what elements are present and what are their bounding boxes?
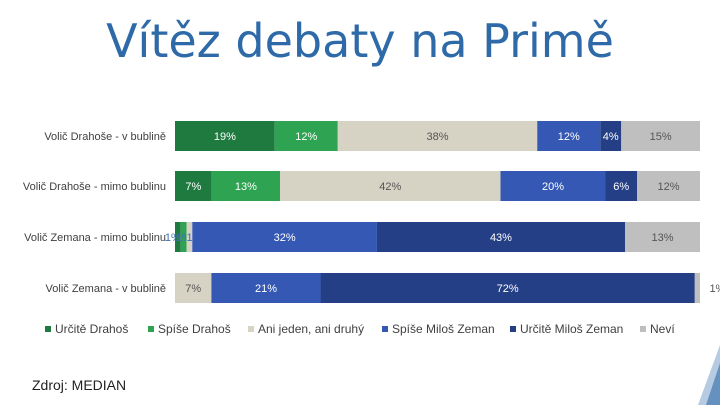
bar-segment bbox=[320, 273, 695, 303]
data-label: 15% bbox=[650, 131, 672, 143]
legend-label: Určitě Drahoš bbox=[55, 322, 129, 336]
row-label: Volič Zemana - v bublině bbox=[46, 283, 166, 295]
bar-segment bbox=[180, 222, 187, 252]
bar-segment bbox=[621, 121, 700, 151]
bar-segment bbox=[280, 171, 501, 201]
bar-segment bbox=[625, 222, 700, 252]
bar-segment bbox=[186, 222, 193, 252]
data-label: 1% bbox=[709, 283, 720, 295]
legend-label: Určitě Miloš Zeman bbox=[520, 322, 624, 336]
legend-swatch bbox=[248, 326, 254, 332]
legend-item: Neví bbox=[640, 322, 675, 336]
legend-item: Spíše Drahoš bbox=[148, 322, 231, 336]
data-label: 4% bbox=[603, 131, 619, 143]
bar-segment bbox=[175, 222, 181, 252]
bar-segment bbox=[376, 222, 625, 252]
data-label: 32% bbox=[274, 232, 296, 244]
data-label: 19% bbox=[214, 131, 236, 143]
data-label: 7% bbox=[185, 181, 201, 193]
bar-segment bbox=[537, 121, 601, 151]
bar-segment bbox=[211, 171, 280, 201]
bar-segment bbox=[175, 273, 212, 303]
data-label: 21% bbox=[255, 283, 277, 295]
page-title: Vítěz debaty na Primě bbox=[106, 14, 614, 68]
bar-segment bbox=[337, 121, 538, 151]
bar-segment bbox=[637, 171, 700, 201]
data-label: 13% bbox=[651, 232, 673, 244]
legend-label: Neví bbox=[650, 322, 675, 336]
legend-swatch bbox=[510, 326, 516, 332]
stacked-bar-chart: Volič Drahoše - v bublině 19% 12% 38% 12% 4% 1… bbox=[23, 121, 720, 303]
legend-label: Spíše Miloš Zeman bbox=[392, 322, 495, 336]
legend-swatch bbox=[45, 326, 51, 332]
legend-item: Spíše Miloš Zeman bbox=[382, 322, 495, 336]
legend-item: Určitě Miloš Zeman bbox=[510, 322, 623, 336]
data-label: 1% bbox=[165, 232, 181, 244]
row-label: Volič Zemana - mimo bublinu bbox=[24, 232, 166, 244]
legend-item: Určitě Drahoš bbox=[45, 322, 128, 336]
data-label: 12% bbox=[558, 131, 580, 143]
legend-swatch bbox=[640, 326, 646, 332]
legend-swatch bbox=[148, 326, 154, 332]
data-label: 20% bbox=[542, 181, 564, 193]
bar-segment bbox=[600, 121, 622, 151]
data-label: 12% bbox=[295, 131, 317, 143]
data-label: 38% bbox=[426, 131, 448, 143]
row-label: Volič Drahoše - mimo bublinu bbox=[23, 181, 166, 193]
bar-segment bbox=[211, 273, 321, 303]
row-label: Volič Drahoše - v bublině bbox=[44, 131, 166, 143]
bar-segment bbox=[175, 121, 275, 151]
data-label: 6% bbox=[613, 181, 629, 193]
bar-segment bbox=[274, 121, 338, 151]
data-label: 13% bbox=[235, 181, 257, 193]
bar-segment bbox=[694, 273, 700, 303]
source-note: Zdroj: MEDIAN bbox=[32, 377, 127, 393]
data-label: 43% bbox=[490, 232, 512, 244]
chart-legend: Určitě Drahoš Spíše Drahoš Ani jeden, ani … bbox=[0, 322, 720, 340]
legend-item: Ani jeden, ani druhý bbox=[248, 322, 364, 336]
bar-segment bbox=[192, 222, 377, 252]
bar-segment bbox=[175, 171, 212, 201]
decorative-corner-icon bbox=[698, 345, 720, 405]
bar-segment bbox=[500, 171, 606, 201]
legend-label: Spíše Drahoš bbox=[158, 322, 231, 336]
data-label: 12% bbox=[657, 181, 679, 193]
legend-swatch bbox=[382, 326, 388, 332]
data-label: 72% bbox=[497, 283, 519, 295]
legend-label: Ani jeden, ani druhý bbox=[258, 322, 365, 336]
data-label: 7% bbox=[185, 283, 201, 295]
bar-segment bbox=[605, 171, 637, 201]
data-label: 42% bbox=[379, 181, 401, 193]
